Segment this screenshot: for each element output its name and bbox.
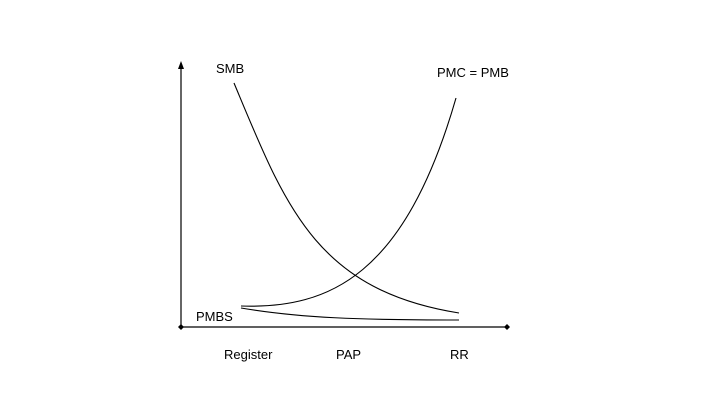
x-axis-end-marker: [504, 324, 510, 330]
x-label-rr: RR: [450, 347, 469, 362]
pmbs-label: PMBS: [196, 309, 233, 324]
smb-label: SMB: [216, 61, 244, 76]
smb-curve: [233, 82, 460, 314]
x-axis-origin-marker: [178, 324, 184, 330]
pmc-pmb-curve: [240, 97, 457, 307]
pmbs-curve: [240, 307, 460, 321]
x-label-pap: PAP: [336, 347, 361, 362]
x-label-register: Register: [224, 347, 273, 362]
y-axis-arrowhead: [178, 61, 184, 69]
pmc-pmb-label: PMC = PMB: [437, 65, 509, 80]
